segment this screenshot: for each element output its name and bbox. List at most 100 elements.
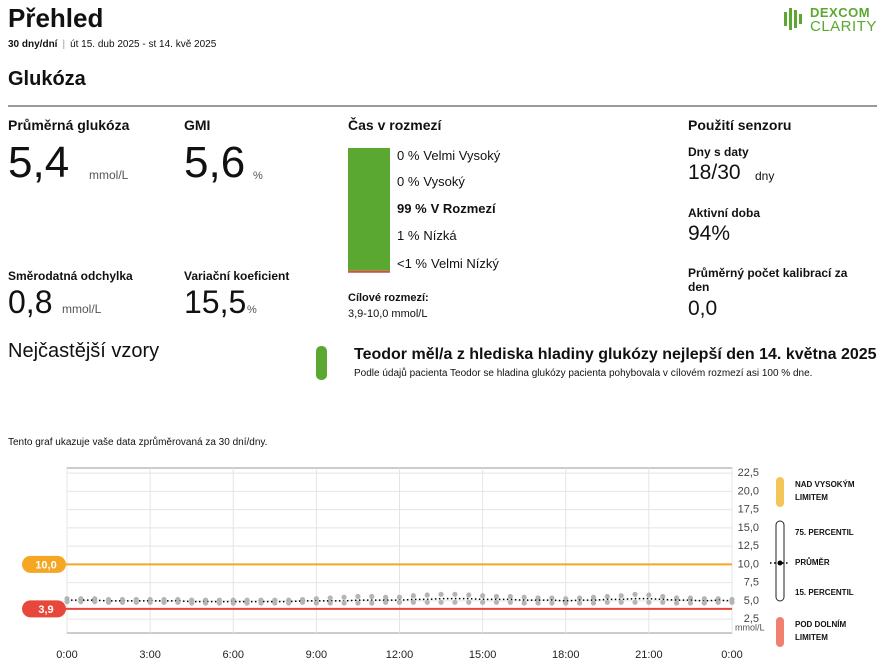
percentile-point — [383, 599, 389, 605]
percentile-point — [577, 595, 583, 601]
percentile-point — [466, 592, 472, 598]
tir-segment — [348, 270, 390, 272]
percentile-point — [590, 600, 597, 606]
y-tick-label: 22,5 — [738, 467, 759, 479]
percentile-point — [369, 600, 375, 606]
tir-name: Nízká — [423, 228, 457, 243]
stat-value: 5,4 — [8, 138, 70, 187]
percentile-point — [701, 600, 707, 606]
percentile-point — [563, 596, 569, 602]
separator: | — [62, 39, 66, 50]
percentile-point — [230, 600, 236, 606]
tir-value: 0 % — [397, 174, 420, 189]
stat-label: Variační koeficient — [184, 269, 290, 283]
sensor-unit: dny — [755, 169, 775, 183]
percentile-point — [480, 599, 486, 605]
legend-label: 15. PERCENTIL — [795, 588, 854, 597]
period-days: 30 dny/dní — [8, 39, 58, 50]
percentile-point — [590, 594, 597, 600]
percentile-point — [327, 595, 333, 601]
stat-label: Směrodatná odchylka — [8, 269, 133, 283]
stat-unit: % — [253, 170, 263, 182]
y-tick-label: 2,5 — [744, 613, 759, 625]
stat-value: 0,8 — [8, 284, 53, 320]
percentile-point — [452, 599, 458, 605]
chart-caption: Tento graf ukazuje vaše data zprůměrovan… — [8, 437, 268, 448]
logo-top: DEXCOM — [810, 5, 871, 20]
y-tick-label: 20,0 — [738, 485, 759, 497]
logo-bottom: CLARITY — [810, 18, 877, 35]
x-tick-label: 18:00 — [552, 649, 580, 661]
y-unit: mmol/L — [735, 622, 765, 632]
percentile-point — [341, 600, 347, 606]
percentile-point — [424, 599, 430, 605]
percentile-point — [646, 599, 652, 605]
percentile-point — [452, 591, 458, 597]
percentile-point — [355, 600, 361, 606]
percentile-point — [202, 600, 209, 606]
threshold-badge — [22, 555, 66, 573]
tir-label: 99 % V Rozmezí — [397, 201, 496, 217]
percentile-point — [119, 599, 126, 605]
sensor-value: 0,0 — [688, 297, 718, 320]
tir-value: 0 % — [397, 148, 420, 163]
x-tick-label: 6:00 — [223, 649, 244, 661]
y-tick-label: 17,5 — [738, 504, 759, 516]
y-tick-label: 7,5 — [744, 577, 759, 589]
target-label: Cílové rozmezí: — [348, 292, 429, 304]
sensor-title: Použití senzoru — [688, 117, 792, 133]
percentile-point — [133, 599, 139, 605]
legend-band — [775, 520, 785, 602]
stat-unit: % — [247, 304, 257, 316]
legend-swatch — [776, 477, 784, 507]
threshold-label: 3,9 — [38, 604, 53, 616]
stat-label: GMI — [184, 117, 211, 133]
percentile-point — [466, 599, 472, 605]
tir-name: Velmi Nízký — [431, 256, 499, 271]
logo-icon — [784, 8, 802, 30]
y-tick-label: 5,0 — [744, 595, 759, 607]
percentile-point — [577, 600, 583, 606]
tir-value: 99 % — [397, 201, 427, 216]
tir-segment — [348, 148, 390, 271]
percentile-point — [715, 599, 721, 605]
percentile-point — [507, 599, 513, 605]
percentile-point — [189, 600, 195, 606]
percentile-point — [673, 595, 680, 601]
percentile-point — [161, 599, 167, 605]
percentile-point — [424, 592, 430, 598]
percentile-point — [78, 599, 84, 605]
tir-label: 1 % Nízká — [397, 228, 457, 244]
stat-label: Průměrná glukóza — [8, 117, 130, 133]
x-tick-label: 9:00 — [306, 649, 327, 661]
x-tick-label: 21:00 — [635, 649, 663, 661]
percentile-point — [549, 600, 555, 606]
legend-label: POD DOLNÍM LIMITEM — [795, 620, 847, 642]
percentile-point — [604, 593, 610, 600]
percentile-point — [687, 595, 694, 601]
x-tick-label: 15:00 — [469, 649, 497, 661]
percentile-point — [327, 600, 333, 606]
percentile-point — [646, 592, 652, 598]
percentile-point — [383, 594, 389, 600]
percentile-point — [396, 594, 403, 600]
percentile-point — [535, 595, 541, 601]
tir-title: Čas v rozmezí — [348, 117, 442, 133]
percentile-point — [563, 600, 569, 606]
percentile-point — [604, 599, 610, 605]
percentile-point — [535, 600, 541, 606]
percentile-point — [438, 599, 444, 605]
threshold-badge — [22, 600, 66, 618]
percentile-point — [549, 595, 555, 601]
percentile-point — [701, 596, 707, 602]
percentile-point — [410, 593, 416, 599]
tir-label: 0 % Velmi Vysoký — [397, 148, 500, 164]
percentile-point — [410, 599, 416, 605]
percentile-point — [632, 591, 638, 597]
percentile-point — [355, 593, 361, 600]
sensor-label: Dny s daty — [688, 145, 749, 159]
percentile-point — [521, 594, 527, 600]
period: 30 dny/dní | út 15. dub 2025 - st 14. kvě … — [8, 39, 216, 51]
